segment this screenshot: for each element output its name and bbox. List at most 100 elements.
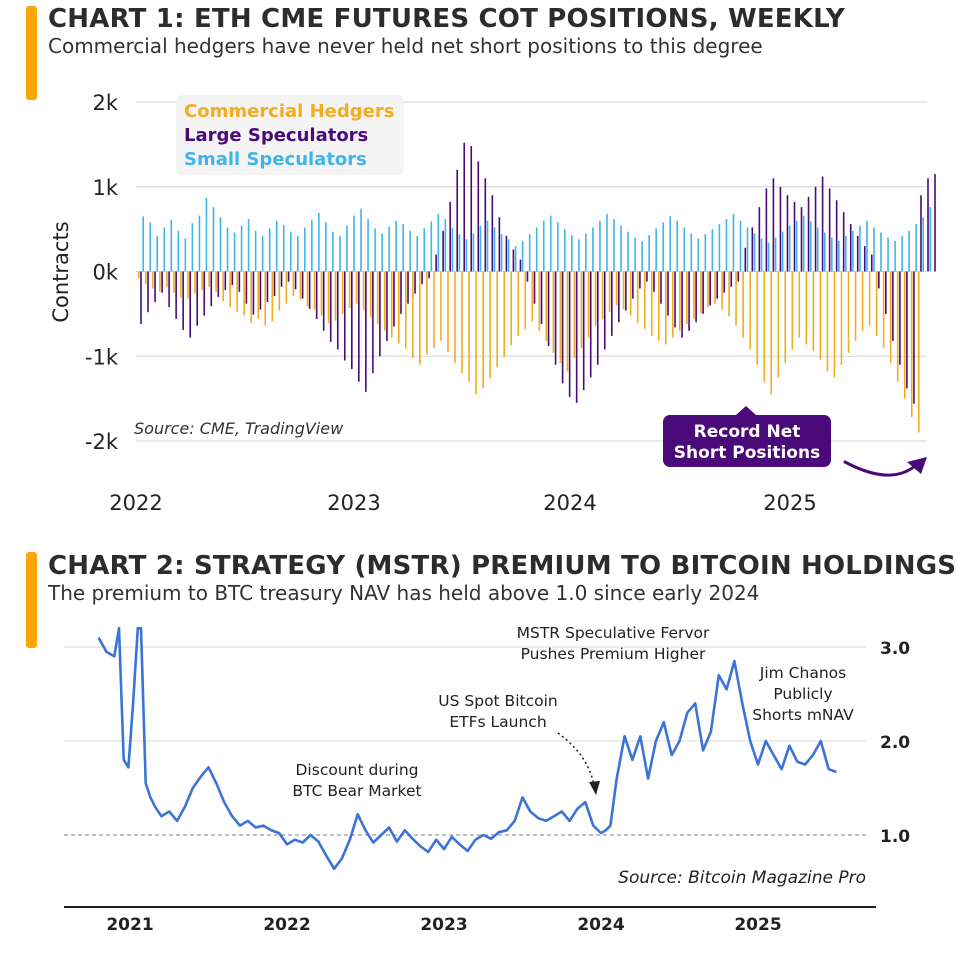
bar-large-speculators — [168, 271, 170, 308]
chart1-title: CHART 1: ETH CME FUTURES COT POSITIONS, … — [48, 4, 845, 34]
bar-small-speculators — [887, 237, 889, 272]
bar-small-speculators — [866, 220, 868, 272]
bar-large-speculators — [625, 271, 627, 311]
bar-large-speculators — [751, 227, 754, 272]
bar-small-speculators — [430, 221, 433, 272]
bar-commercial-hedgers — [721, 271, 723, 310]
bar-large-speculators — [140, 271, 142, 325]
bar-commercial-hedgers — [615, 271, 618, 306]
bar-small-speculators — [437, 213, 440, 272]
bar-large-speculators — [709, 271, 711, 306]
bar-small-speculators — [472, 233, 475, 272]
y-tick-label: -1k — [85, 345, 119, 369]
bar-commercial-hedgers — [622, 271, 625, 310]
source-label: Source: Bitcoin Magazine Pro — [618, 868, 866, 888]
bar-small-speculators — [732, 213, 735, 272]
bar-commercial-hedgers — [559, 271, 562, 364]
bar-small-speculators — [304, 227, 306, 272]
bar-large-speculators — [618, 271, 620, 323]
bar-large-speculators — [491, 195, 494, 272]
bar-small-speculators — [142, 216, 144, 272]
bar-large-speculators — [203, 271, 206, 316]
bar-small-speculators — [641, 240, 643, 272]
bar-small-speculators — [711, 229, 714, 272]
bar-large-speculators — [294, 271, 297, 290]
bar-commercial-hedgers — [791, 271, 794, 350]
bar-small-speculators — [521, 240, 524, 272]
bar-small-speculators — [655, 228, 657, 272]
bar-small-speculators — [894, 240, 896, 272]
bar-large-speculators — [379, 271, 381, 357]
bar-large-speculators — [730, 271, 733, 287]
bar-commercial-hedgers — [355, 271, 358, 304]
y-tick-label: -2k — [85, 430, 119, 454]
bar-large-speculators — [744, 247, 747, 272]
annotation-arrow — [557, 732, 595, 786]
bar-small-speculators — [929, 207, 931, 272]
y-tick-label: 1.0 — [880, 827, 910, 847]
bar-commercial-hedgers — [383, 271, 386, 331]
bar-commercial-hedgers — [412, 271, 414, 358]
chart2-accent-bar — [26, 552, 37, 648]
bar-large-speculators — [512, 249, 515, 272]
bar-large-speculators — [519, 259, 522, 272]
bar-small-speculators — [592, 227, 594, 272]
bar-commercial-hedgers — [152, 271, 154, 289]
y-tick-label: 1k — [92, 176, 118, 200]
bar-small-speculators — [282, 224, 285, 272]
y-tick-label: 2k — [92, 91, 118, 115]
annotation-text: Pushes Premium Higher — [521, 645, 706, 663]
bar-commercial-hedgers — [250, 271, 253, 324]
bar-commercial-hedgers — [454, 271, 456, 364]
bar-commercial-hedgers — [306, 271, 309, 307]
bar-small-speculators — [275, 220, 278, 272]
bar-commercial-hedgers — [819, 271, 822, 360]
bar-large-speculators — [259, 271, 262, 310]
bar-small-speculators — [781, 231, 784, 272]
bar-large-speculators — [547, 271, 550, 347]
annotation-text: US Spot Bitcoin — [438, 692, 557, 710]
bar-small-speculators — [479, 225, 482, 272]
bar-small-speculators — [859, 225, 861, 272]
bar-large-speculators — [793, 202, 796, 272]
bar-commercial-hedgers — [896, 271, 899, 382]
bar-large-speculators — [182, 271, 184, 330]
bar-commercial-hedgers — [650, 271, 653, 336]
bar-commercial-hedgers — [257, 271, 260, 319]
bar-small-speculators — [346, 225, 348, 272]
bar-small-speculators — [802, 215, 805, 272]
x-tick-label: 2023 — [420, 915, 467, 935]
bar-commercial-hedgers — [552, 271, 555, 353]
bar-small-speculators — [339, 235, 341, 272]
bar-commercial-hedgers — [194, 271, 196, 294]
bar-small-speculators — [416, 235, 419, 272]
annotation-text: ETFs Launch — [449, 713, 546, 731]
bar-large-speculators — [336, 271, 339, 350]
bar-large-speculators — [456, 169, 459, 272]
bar-commercial-hedgers — [917, 271, 920, 433]
annotation-arrow — [843, 460, 917, 477]
bar-commercial-hedgers — [707, 271, 709, 308]
bar-commercial-hedgers — [538, 271, 541, 331]
bar-large-speculators — [196, 271, 199, 326]
bar-commercial-hedgers — [433, 271, 435, 348]
bar-commercial-hedgers — [812, 271, 815, 352]
bar-small-speculators — [163, 227, 166, 272]
bar-small-speculators — [149, 222, 152, 272]
bar-small-speculators — [908, 230, 910, 272]
bar-large-speculators — [779, 186, 782, 272]
bar-large-speculators — [653, 271, 655, 292]
bar-large-speculators — [540, 271, 543, 325]
bar-large-speculators — [273, 271, 276, 297]
bar-large-speculators — [470, 146, 473, 272]
bar-small-speculators — [247, 218, 250, 272]
bar-commercial-hedgers — [405, 271, 407, 349]
x-tick-label: 2022 — [109, 491, 162, 515]
bar-commercial-hedgers — [397, 271, 400, 344]
bar-large-speculators — [632, 271, 634, 299]
bar-small-speculators — [261, 235, 264, 272]
bar-small-speculators — [556, 222, 559, 272]
bar-commercial-hedgers — [271, 271, 274, 322]
bar-large-speculators — [878, 271, 880, 289]
bar-small-speculators — [852, 230, 854, 272]
